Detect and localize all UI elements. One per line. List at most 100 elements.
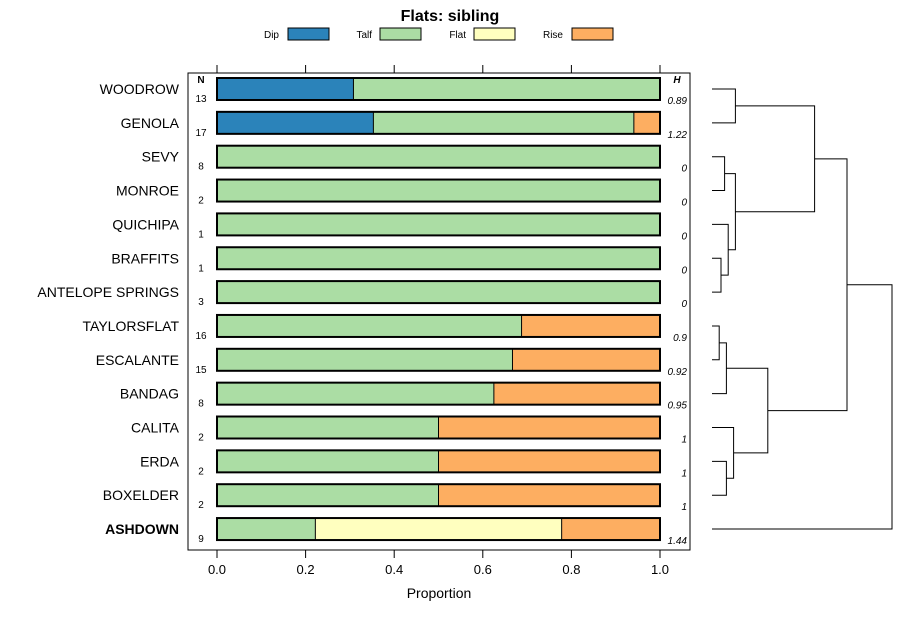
bar-row: BOXELDER 2 1 [103, 483, 687, 513]
bar-segment-rise [493, 382, 660, 405]
dendrogram [712, 88, 893, 530]
h-value: 0 [681, 299, 687, 310]
h-value: 0.92 [668, 367, 688, 378]
bar-outline [216, 212, 661, 237]
row-label: MONROE [116, 183, 179, 199]
bar-row: MONROE 2 0 [116, 178, 687, 209]
bar-outline [216, 280, 661, 305]
dendrogram-link [712, 460, 727, 496]
n-value: 16 [195, 331, 207, 342]
h-value: 0.95 [668, 401, 688, 412]
x-tick-label: 0.2 [297, 562, 315, 577]
bar-row: BANDAG 8 0.95 [120, 381, 688, 412]
h-column-header: H [673, 75, 681, 86]
n-value: 8 [198, 399, 204, 410]
legend-swatch-dip [287, 27, 330, 41]
row-label: GENOLA [121, 115, 180, 131]
n-value: 2 [198, 433, 204, 444]
x-axis: 0.0 0.2 0.4 0.6 0.8 1.0 [208, 65, 669, 577]
dendrogram-link [712, 156, 726, 192]
bar-row: CALITA 2 1 [131, 415, 687, 446]
bar-row: SEVY 8 0 [142, 144, 687, 175]
dendrogram-link [735, 105, 816, 213]
dendrogram-link [767, 158, 848, 412]
bar-segment-rise [438, 450, 660, 473]
bar-segment-talf [217, 179, 660, 202]
bar-outline [216, 246, 661, 271]
dendrogram-link [726, 367, 769, 454]
h-value: 0 [681, 265, 687, 276]
dendrogram-link [724, 173, 736, 251]
bar-outline [216, 347, 661, 372]
row-label: BOXELDER [103, 487, 179, 503]
legend-swatch-talf [379, 27, 422, 41]
row-label: ESCALANTE [96, 352, 179, 368]
dendrogram-link [712, 223, 729, 276]
bar-segment-rise [521, 314, 660, 337]
bar-segment-talf [217, 281, 660, 304]
bar-segment-talf [217, 450, 439, 473]
bar-segment-talf [217, 518, 316, 541]
bar-segment-talf [217, 484, 439, 507]
bar-segment-dip [217, 111, 374, 134]
bar-row: GENOLA 17 1.22 [121, 110, 687, 141]
dendrogram-link [712, 325, 720, 361]
bar-outline [216, 381, 661, 406]
x-tick-label: 0.8 [562, 562, 580, 577]
bar-segment-rise [633, 111, 660, 134]
n-value: 2 [198, 500, 204, 511]
bar-segment-talf [217, 213, 660, 236]
bar-outline [216, 178, 661, 203]
h-value: 0 [681, 198, 687, 209]
legend-label-talf: Talf [356, 30, 372, 41]
bar-segment-dip [217, 78, 354, 100]
h-value: 1 [681, 468, 687, 479]
legend: Dip Talf Flat Rise [264, 27, 614, 41]
bar-segment-rise [438, 416, 660, 439]
x-tick-label: 1.0 [651, 562, 669, 577]
bar-row: ANTELOPE SPRINGS 3 0 [37, 280, 687, 310]
h-value: 1 [681, 502, 687, 513]
n-value: 17 [195, 128, 207, 139]
legend-swatch-flat [473, 27, 516, 41]
bar-outline [216, 77, 661, 101]
plot-panel-frame [187, 72, 691, 551]
legend-label-rise: Rise [543, 30, 563, 41]
bar-outline [216, 517, 661, 542]
n-value: 13 [195, 94, 207, 105]
n-value: 1 [198, 263, 204, 274]
bar-row: WOODROW 13 0.89 [100, 77, 688, 107]
x-tick-label: 0.6 [474, 562, 492, 577]
dendrogram-link [712, 427, 735, 479]
h-value: 0 [681, 231, 687, 242]
n-value: 3 [198, 297, 204, 308]
n-column-header: N [197, 75, 204, 86]
n-value: 2 [198, 196, 204, 207]
h-value: 1 [681, 435, 687, 446]
bar-segment-rise [512, 348, 660, 371]
row-label: BANDAG [120, 386, 179, 402]
bar-segment-rise [438, 484, 660, 507]
bar-segment-flat [315, 518, 562, 541]
x-tick-label: 0.4 [385, 562, 403, 577]
bar-segment-talf [217, 348, 513, 371]
legend-label-flat: Flat [449, 30, 466, 41]
row-label: ANTELOPE SPRINGS [37, 284, 179, 300]
h-value: 0.89 [668, 96, 688, 107]
bar-segment-rise [561, 518, 660, 541]
n-value: 8 [198, 162, 204, 173]
row-label: QUICHIPA [112, 216, 179, 232]
legend-swatch-rise [571, 27, 614, 41]
row-label: TAYLORSFLAT [83, 318, 180, 334]
row-label: ASHDOWN [105, 521, 179, 537]
chart-title: Flats: sibling [401, 8, 500, 25]
n-value: 1 [198, 229, 204, 240]
row-label: WOODROW [100, 81, 180, 97]
h-value: 0 [681, 164, 687, 175]
row-label: SEVY [142, 149, 180, 165]
bar-segment-talf [217, 382, 494, 405]
bar-row: ERDA 2 1 [140, 449, 687, 479]
n-value: 2 [198, 466, 204, 477]
